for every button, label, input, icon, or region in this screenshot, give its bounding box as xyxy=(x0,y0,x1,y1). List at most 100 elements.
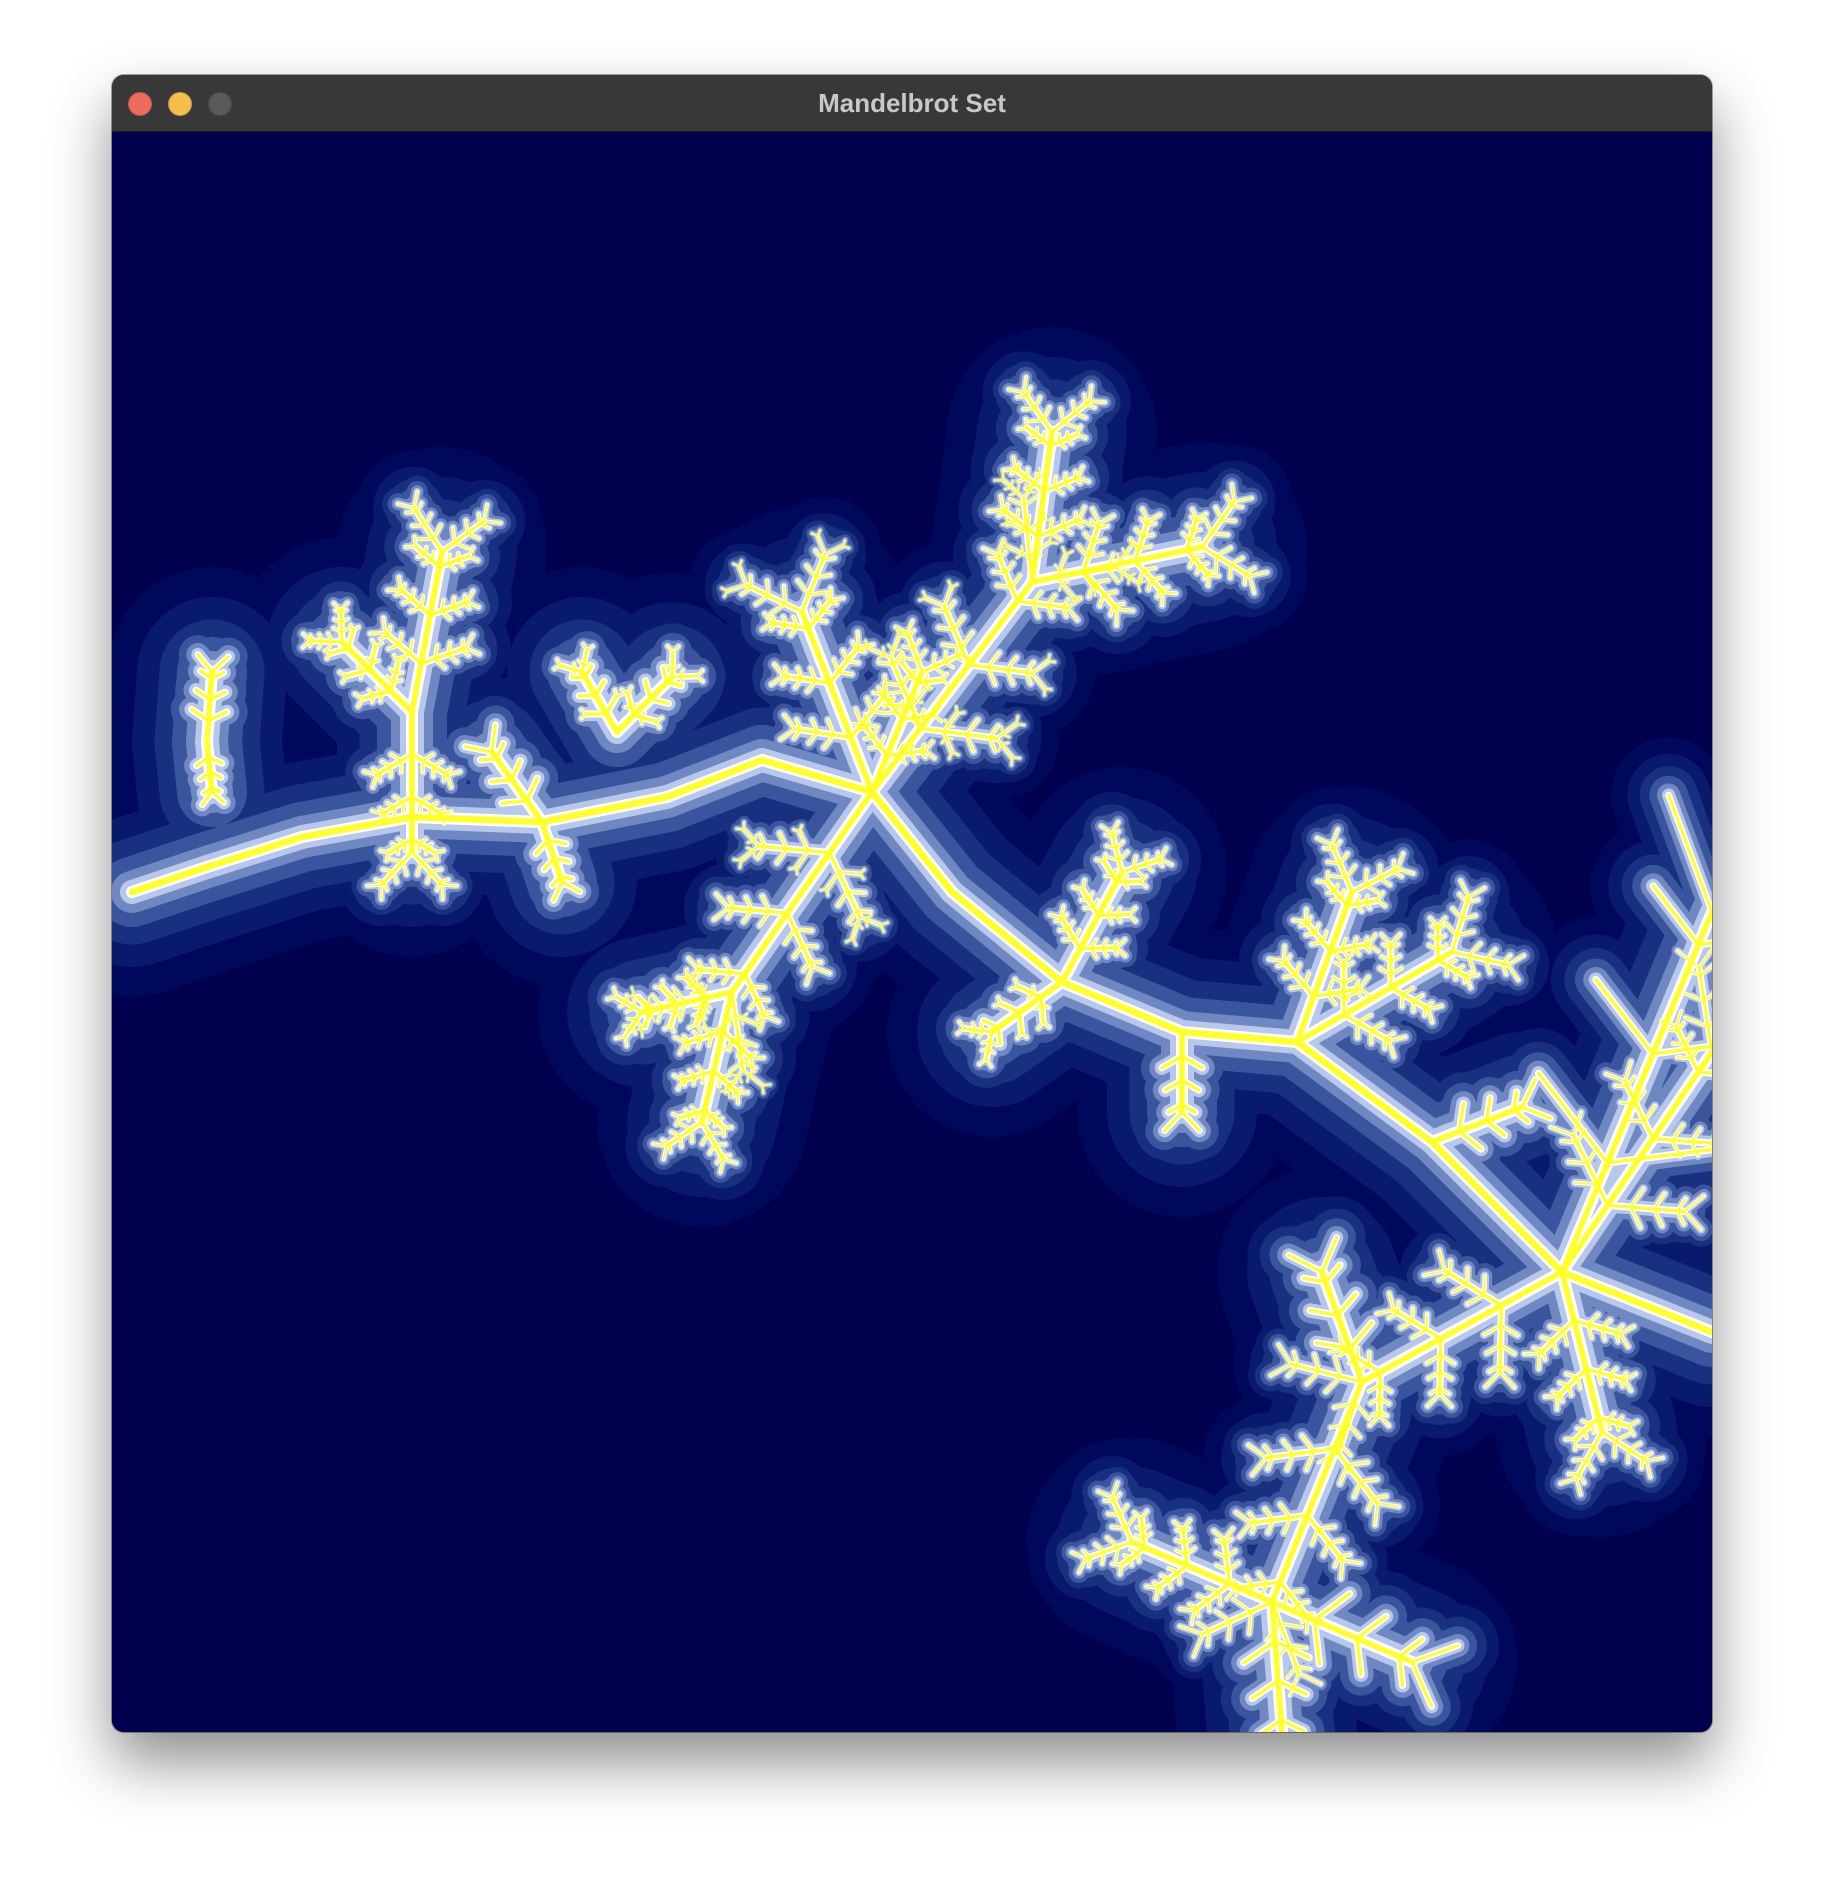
filament-segment xyxy=(963,1026,994,1034)
filament-segment xyxy=(434,851,439,862)
filament-segment xyxy=(776,847,788,864)
filament-segment xyxy=(1558,1268,1712,1336)
filament-segment xyxy=(462,602,471,610)
filament-segment xyxy=(333,618,343,624)
filament-segment xyxy=(887,644,895,652)
filament-segment xyxy=(987,1047,995,1054)
filament-segment xyxy=(711,960,718,973)
filament-segment xyxy=(440,610,451,620)
filament-segment xyxy=(332,602,342,612)
filament-segment xyxy=(626,691,636,717)
filament-segment xyxy=(431,550,435,562)
filament-segment xyxy=(410,837,437,855)
filament-segment xyxy=(1354,1402,1371,1420)
filament-segment xyxy=(729,789,875,995)
filament-segment xyxy=(1371,1410,1381,1417)
filament-segment xyxy=(696,968,747,976)
filament-segment xyxy=(811,718,819,734)
filament-segment xyxy=(1358,987,1373,998)
filament-segment xyxy=(1011,756,1021,759)
filament-segment xyxy=(881,692,904,721)
zoom-button[interactable] xyxy=(208,92,232,116)
filament-segment xyxy=(1328,942,1370,953)
filament-segment xyxy=(1088,400,1106,404)
filament-segment xyxy=(945,601,955,613)
filament-segment xyxy=(1623,1378,1632,1392)
filament-segment xyxy=(382,616,387,634)
filament-segment xyxy=(1190,516,1197,523)
filament-segment xyxy=(619,1002,628,1008)
filament-segment xyxy=(464,633,474,649)
filament-segment xyxy=(793,928,813,932)
filament-segment xyxy=(1641,1452,1653,1460)
filament-segment xyxy=(1025,671,1032,685)
minimize-button[interactable] xyxy=(168,92,192,116)
filament-segment xyxy=(807,731,819,744)
filament-segment xyxy=(1676,1197,1687,1212)
filament-segment xyxy=(997,996,1002,1005)
filament-segment xyxy=(1438,1249,1446,1272)
filament-segment xyxy=(668,1142,672,1153)
filament-segment xyxy=(1196,1606,1200,1618)
filament-segment xyxy=(742,1068,764,1086)
filament-segment xyxy=(1111,1562,1123,1566)
filament-segment xyxy=(1342,1013,1391,1043)
filament-segment xyxy=(1583,1429,1588,1439)
filament-segment xyxy=(735,827,745,831)
filament-segment xyxy=(440,812,446,825)
filament-segment xyxy=(1017,1010,1024,1035)
filament-segment xyxy=(1376,1502,1400,1508)
filament-segment xyxy=(1042,431,1046,442)
filament-segment xyxy=(1215,1552,1228,1559)
filament-segment xyxy=(631,987,635,997)
filament-segment xyxy=(798,825,803,833)
filament-segment xyxy=(1327,1539,1344,1544)
filament-segment xyxy=(942,643,963,649)
filament-segment xyxy=(1287,1364,1299,1377)
filament-segment xyxy=(1596,1363,1607,1374)
filament-segment xyxy=(901,699,906,707)
filament-segment xyxy=(1334,1555,1341,1568)
filament-segment xyxy=(1048,541,1058,545)
filament-segment xyxy=(1061,515,1066,528)
filament-segment xyxy=(1575,1477,1582,1496)
filament-segment xyxy=(440,599,445,613)
filament-segment xyxy=(1312,1591,1352,1622)
filament-segment xyxy=(411,524,427,527)
filament-segment xyxy=(933,609,948,613)
title-bar[interactable]: Mandelbrot Set xyxy=(112,75,1712,132)
filament-segment xyxy=(679,1135,683,1148)
filament-segment xyxy=(782,674,832,685)
filament-segment xyxy=(708,1143,716,1155)
filament-segment xyxy=(1229,557,1244,566)
filament-segment xyxy=(1466,898,1479,904)
filament-segment xyxy=(1260,1718,1283,1732)
filament-segment xyxy=(778,832,788,850)
filament-segment xyxy=(692,1030,702,1040)
filament-segment xyxy=(1327,890,1337,894)
filament-segment xyxy=(755,998,769,1002)
filament-segment xyxy=(683,1078,687,1087)
filament-segment xyxy=(1058,582,1063,591)
filament-segment xyxy=(761,1010,773,1014)
fractal-canvas[interactable] xyxy=(112,132,1712,1732)
filament-segment xyxy=(620,688,629,695)
filament-segment xyxy=(1022,475,1041,499)
filament-segment xyxy=(1094,1543,1106,1553)
filament-segment xyxy=(868,745,882,750)
filament-segment xyxy=(648,697,671,706)
filament-segment xyxy=(1060,407,1065,424)
filament-segment xyxy=(1276,963,1288,967)
filament-segment xyxy=(1507,954,1525,966)
filament-segment xyxy=(1175,1539,1186,1545)
close-button[interactable] xyxy=(128,92,152,116)
filament-segment xyxy=(997,743,1002,752)
filament-segment xyxy=(885,749,927,758)
filament-segment xyxy=(387,588,402,592)
filament-segment xyxy=(447,553,451,565)
filament-segment xyxy=(416,861,423,876)
filament-segment xyxy=(761,895,771,913)
filament-segment xyxy=(1206,1585,1220,1593)
filament-segment xyxy=(1016,552,1024,559)
filament-segment xyxy=(985,1030,994,1061)
